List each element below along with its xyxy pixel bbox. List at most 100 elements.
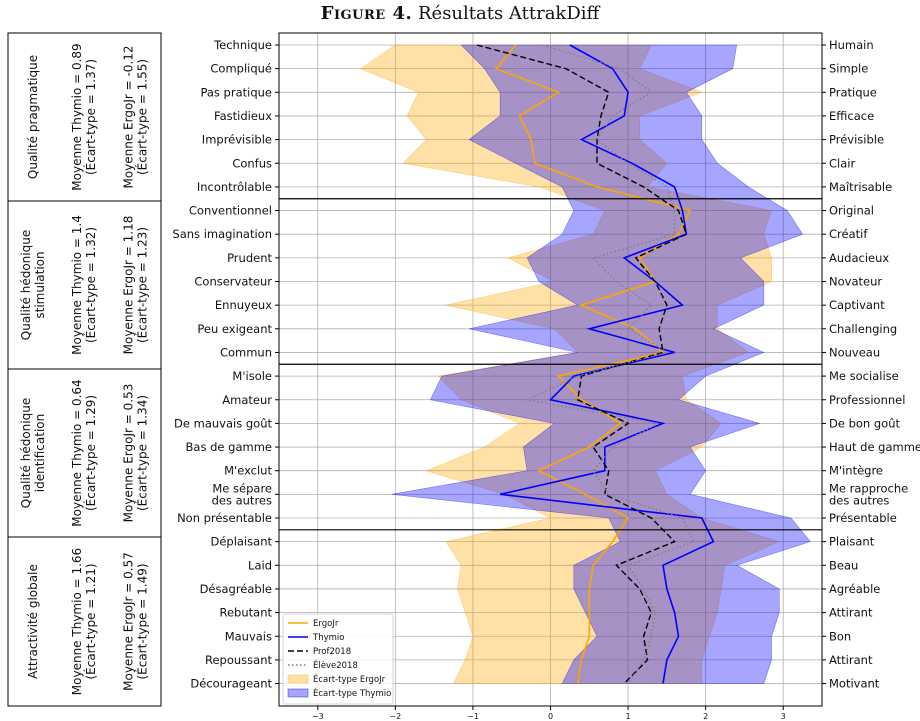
figure-title: Figure 4. Résultats AttrakDiff bbox=[0, 3, 920, 24]
figure-title-text: Résultats AttrakDiff bbox=[417, 3, 600, 24]
legend-label: Écart-type Thymio bbox=[313, 687, 391, 699]
group-name-line: Qualité hédonique bbox=[19, 398, 33, 508]
group-thymio-stats-line: (Écart-type = 1.37) bbox=[83, 59, 98, 175]
y-label-right: Attirant bbox=[829, 653, 873, 667]
y-label-left: De mauvais goût bbox=[174, 416, 272, 430]
y-label-left: Conservateur bbox=[194, 275, 272, 289]
group-ergojr-stats-line: (Écart-type = 1.49) bbox=[135, 563, 150, 679]
x-tick-label: −1 bbox=[467, 712, 479, 721]
group-name: Qualité hédonique stimulation bbox=[19, 230, 47, 340]
group-thymio-stats: Moyenne Thymio = 0.64 (Écart-type = 1.29) bbox=[70, 379, 98, 526]
y-label-right: Pratique bbox=[829, 85, 877, 99]
legend-swatch-band bbox=[287, 688, 309, 698]
y-label-left: Bas de gamme bbox=[186, 440, 272, 454]
y-label-right: Plaisant bbox=[829, 535, 875, 549]
legend-label: Écart-type ErgoJr bbox=[313, 673, 386, 685]
y-label-left: Déplaisant bbox=[210, 535, 272, 549]
y-label-left: Imprévisible bbox=[202, 133, 272, 147]
group-ergojr-stats-line: (Écart-type = 1.23) bbox=[135, 227, 150, 343]
y-label-right: Humain bbox=[829, 38, 874, 52]
y-label-right: Challenging bbox=[829, 322, 897, 336]
group-thymio-stats-line: (Écart-type = 1.21) bbox=[83, 563, 98, 679]
group-ergojr-stats-line: Moyenne ErgoJr = -0.12 bbox=[122, 45, 136, 188]
y-label-left: Décourageant bbox=[190, 677, 272, 691]
group-name: Qualité pragmatique bbox=[26, 55, 40, 179]
y-label-right: Me socialise bbox=[829, 369, 899, 383]
group-thymio-stats-line: (Écart-type = 1.29) bbox=[83, 395, 98, 511]
group-name: Attractivité globale bbox=[26, 564, 40, 679]
y-label-left: Fastidieux bbox=[214, 109, 272, 123]
legend-swatch-band bbox=[287, 674, 309, 684]
y-label-right: Beau bbox=[829, 558, 858, 572]
group-thymio-stats-line: Moyenne Thymio = 0.64 bbox=[70, 379, 84, 526]
x-tick-label: 2 bbox=[703, 712, 708, 721]
y-label-left: Rebutant bbox=[220, 606, 273, 620]
legend-label: Thymio bbox=[312, 633, 344, 643]
y-label-left: Confus bbox=[232, 156, 272, 170]
y-label-right: De bon goût bbox=[829, 416, 900, 430]
y-label-left: Sans imagination bbox=[172, 227, 272, 241]
y-label-right: Novateur bbox=[829, 275, 882, 289]
group-name-line: Qualité pragmatique bbox=[26, 55, 40, 179]
series-line-élève2018 bbox=[524, 44, 695, 684]
x-tick-label: 0 bbox=[548, 712, 553, 721]
legend-label: Élève2018 bbox=[313, 659, 358, 671]
y-label-right: Simple bbox=[829, 62, 868, 76]
legend-label: Prof2018 bbox=[313, 647, 351, 657]
y-label-left: Laid bbox=[248, 558, 272, 572]
group-thymio-stats-line: (Écart-type = 1.32) bbox=[83, 227, 98, 343]
group-ergojr-stats-line: Moyenne ErgoJr = 0.57 bbox=[122, 552, 136, 691]
group-name-line: Attractivité globale bbox=[26, 564, 40, 679]
y-label-right: Attirant bbox=[829, 606, 873, 620]
y-label-left: Incontrôlable bbox=[197, 180, 272, 194]
group-ergojr-stats: Moyenne ErgoJr = 1.18 (Écart-type = 1.23) bbox=[122, 216, 150, 355]
y-label-left: Prudent bbox=[227, 251, 272, 265]
y-label-right: Bon bbox=[829, 629, 851, 643]
group-name-line: identification bbox=[33, 414, 47, 492]
y-label-right: Motivant bbox=[829, 677, 880, 691]
group-name-line: Qualité hédonique bbox=[19, 230, 33, 340]
figure-label: Figure 4. bbox=[320, 3, 413, 24]
group-thymio-stats: Moyenne Thymio = 1.4 (Écart-type = 1.32) bbox=[70, 215, 98, 355]
group-thymio-stats: Moyenne Thymio = 0.89 (Écart-type = 1.37) bbox=[70, 43, 98, 190]
y-label-right: Agréable bbox=[829, 582, 880, 596]
legend-label: ErgoJr bbox=[313, 619, 339, 629]
group-ergojr-stats: Moyenne ErgoJr = -0.12 (Écart-type = 1.55… bbox=[122, 45, 150, 188]
group-ergojr-stats: Moyenne ErgoJr = 0.53 (Écart-type = 1.34) bbox=[122, 384, 150, 523]
y-label-left: Conventionnel bbox=[189, 204, 272, 218]
y-label-right: M'intègre bbox=[829, 464, 883, 478]
group-ergojr-stats: Moyenne ErgoJr = 0.57 (Écart-type = 1.49) bbox=[122, 552, 150, 691]
y-label-left: M'isole bbox=[232, 369, 272, 383]
y-label-left: Compliqué bbox=[210, 62, 272, 76]
y-label-right: Clair bbox=[829, 156, 855, 170]
group-table: Qualité pragmatique Moyenne Thymio = 0.89… bbox=[7, 32, 162, 707]
group-thymio-stats-line: Moyenne Thymio = 1.4 bbox=[70, 215, 84, 355]
y-label-right: Original bbox=[829, 204, 874, 218]
y-label-left: Ennuyeux bbox=[215, 298, 272, 312]
y-label-left: Peu exigeant bbox=[197, 322, 272, 336]
y-label-left: Désagréable bbox=[200, 582, 272, 596]
y-label-right: Captivant bbox=[829, 298, 885, 312]
y-label-right: Audacieux bbox=[829, 251, 889, 265]
y-label-left: Non présentable bbox=[177, 511, 272, 525]
group-ergojr-stats-line: (Écart-type = 1.55) bbox=[135, 59, 150, 175]
x-tick-label: 1 bbox=[626, 712, 631, 721]
y-label-right: Me rapproche des autres bbox=[829, 481, 908, 507]
y-label-left: Commun bbox=[220, 345, 272, 359]
group-thymio-stats-line: Moyenne Thymio = 1.66 bbox=[70, 548, 84, 695]
y-label-right: Maîtrisable bbox=[829, 180, 892, 194]
x-tick-label: −2 bbox=[389, 712, 401, 721]
group-ergojr-stats-line: (Écart-type = 1.34) bbox=[135, 395, 150, 511]
legend: ErgoJr Thymio Prof2018 Élève2018 Écart-type … bbox=[282, 613, 394, 705]
y-label-right: Présentable bbox=[829, 511, 897, 525]
y-label-right: Haut de gamme bbox=[829, 440, 920, 454]
y-label-left: Mauvais bbox=[225, 629, 272, 643]
x-tick-label: −3 bbox=[312, 712, 324, 721]
y-label-right: Prévisible bbox=[829, 133, 884, 147]
y-label-right: Efficace bbox=[829, 109, 874, 123]
group-name-line: stimulation bbox=[33, 251, 47, 318]
group-thymio-stats-line: Moyenne Thymio = 0.89 bbox=[70, 43, 84, 190]
y-label-right: Créatif bbox=[829, 227, 868, 241]
y-label-left: Amateur bbox=[222, 393, 272, 407]
